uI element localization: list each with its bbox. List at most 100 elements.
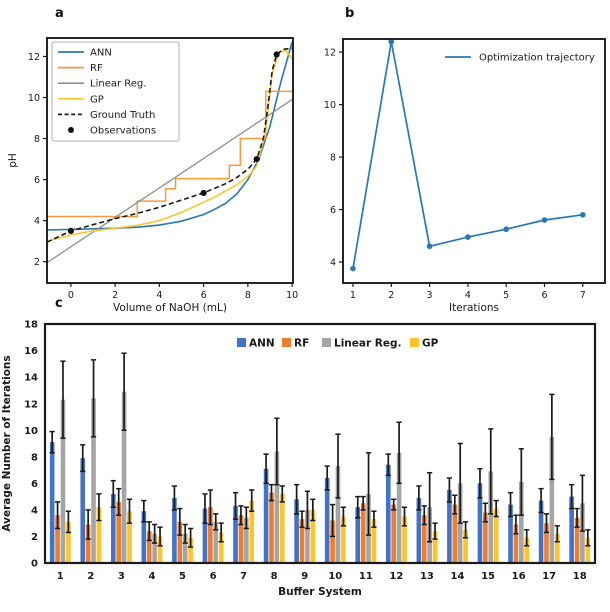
- axes-frame: [43, 322, 597, 565]
- series-ann-line: [47, 41, 293, 231]
- bar-linear-reg-: [60, 399, 66, 563]
- y-tick-label: 8: [330, 152, 336, 163]
- y-tick-label: 2: [31, 532, 38, 543]
- bar-linear-reg-: [580, 503, 585, 563]
- bar-rf: [116, 501, 121, 563]
- x-category-label: 18: [573, 571, 587, 582]
- legend-marker: [68, 127, 74, 133]
- x-tick-label: 0: [68, 290, 74, 301]
- x-category-label: 3: [118, 571, 125, 582]
- legend-label: Optimization trajectory: [479, 53, 595, 64]
- x-tick-label: 8: [245, 290, 251, 301]
- bar-gp: [585, 537, 591, 563]
- y-tick-label: 4: [330, 257, 336, 268]
- series-optimization-trajectory-point: [426, 243, 433, 250]
- y-tick-label: 10: [28, 93, 40, 104]
- legend-label: Observations: [90, 126, 156, 137]
- bar-rf: [513, 524, 519, 563]
- bar-linear-reg-: [335, 466, 341, 563]
- plot-area: [47, 41, 293, 264]
- bar-ann: [172, 497, 177, 563]
- panel-b-label: b: [345, 6, 355, 21]
- y-tick-label: 8: [31, 452, 38, 463]
- axes-frame: [46, 37, 294, 284]
- legend-label: Linear Reg.: [334, 338, 402, 350]
- legend-swatch: [322, 338, 331, 347]
- bar-ann: [49, 442, 55, 563]
- legend-label: RF: [90, 63, 103, 74]
- series-linear-reg--line: [47, 99, 293, 264]
- y-tick-label: 0: [31, 559, 38, 570]
- bar-gp: [310, 509, 316, 563]
- bar-ann: [324, 478, 330, 563]
- series-observations-point: [67, 227, 74, 234]
- bar-ann: [202, 508, 208, 563]
- bar-linear-reg-: [213, 521, 219, 563]
- y-tick-label: 12: [324, 48, 336, 59]
- x-tick-label: 3: [427, 290, 433, 301]
- bar-ann: [294, 499, 299, 563]
- bar-gp: [371, 519, 377, 563]
- x-tick-label: 2: [388, 290, 394, 301]
- bar-rf: [238, 515, 244, 563]
- bar-gp: [127, 511, 132, 563]
- bar-linear-reg-: [488, 471, 494, 563]
- bar-rf: [269, 492, 274, 563]
- x-category-label: 13: [420, 571, 434, 582]
- y-axis-title: pH: [7, 153, 19, 168]
- bar-gp: [463, 529, 468, 563]
- bar-linear-reg-: [396, 452, 402, 563]
- panel-c-label: c: [55, 296, 63, 311]
- legend-swatch: [410, 338, 419, 347]
- series-optimization-trajectory-point: [579, 211, 586, 218]
- legend-label: GP: [422, 338, 439, 350]
- bar-gp: [279, 493, 285, 563]
- y-tick-label: 4: [31, 505, 38, 516]
- bar-gp: [341, 516, 346, 563]
- bar-ann: [385, 464, 391, 563]
- legend-label: ANN: [249, 338, 275, 350]
- bar-ann: [538, 500, 544, 563]
- bar-gp: [157, 536, 163, 563]
- y-tick-label: 6: [34, 175, 40, 186]
- x-category-label: 15: [481, 571, 495, 582]
- bar-gp: [188, 537, 193, 563]
- bar-linear-reg-: [121, 391, 127, 563]
- series-rf-line: [47, 90, 293, 218]
- axes-frame: [342, 38, 606, 284]
- bar-ann: [447, 489, 452, 563]
- x-tick-label: 10: [286, 290, 298, 301]
- y-tick-label: 2: [34, 257, 40, 268]
- y-tick-label: 16: [24, 346, 38, 357]
- y-tick-label: 6: [31, 479, 38, 490]
- bar-rf: [483, 512, 488, 563]
- plot-area: [49, 352, 591, 563]
- x-tick-label: 5: [503, 290, 509, 301]
- x-axis-title: Iterations: [449, 302, 499, 314]
- bar-gp: [402, 516, 407, 563]
- y-tick-label: 14: [24, 373, 38, 384]
- bar-ann: [508, 504, 513, 563]
- bar-linear-reg-: [519, 482, 524, 563]
- bar-ann: [141, 511, 147, 563]
- legend-label: GP: [90, 94, 104, 105]
- bar-gp: [524, 537, 530, 563]
- bar-linear-reg-: [244, 517, 249, 563]
- legend-label: RF: [294, 338, 309, 350]
- y-tick-label: 12: [24, 399, 38, 410]
- series-ground-truth-line: [47, 47, 293, 243]
- legend-swatch: [282, 338, 291, 347]
- bar-rf: [85, 524, 91, 563]
- x-category-label: 6: [210, 571, 217, 582]
- bar-ann: [355, 507, 361, 563]
- y-axis-title: Average Number of Iterations: [1, 355, 13, 531]
- x-category-label: 7: [240, 571, 247, 582]
- x-category-label: 17: [542, 571, 556, 582]
- bar-ann: [110, 493, 116, 563]
- x-axis-title: Buffer System: [278, 586, 362, 598]
- series-optimization-trajectory-point: [388, 39, 395, 45]
- x-tick-label: 2: [112, 290, 118, 301]
- x-category-label: 5: [179, 571, 186, 582]
